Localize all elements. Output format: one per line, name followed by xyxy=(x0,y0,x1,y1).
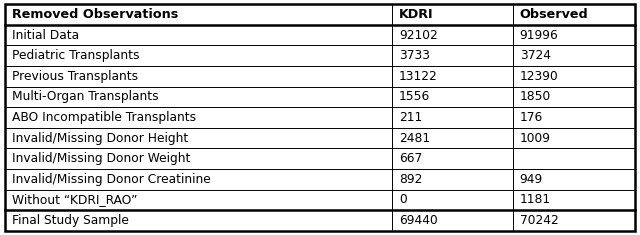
Text: 1181: 1181 xyxy=(520,193,551,206)
Text: 0: 0 xyxy=(399,193,406,206)
Text: 1009: 1009 xyxy=(520,132,551,145)
Text: 1850: 1850 xyxy=(520,90,551,103)
Text: 92102: 92102 xyxy=(399,29,438,42)
Text: Without “KDRI_RAO”: Without “KDRI_RAO” xyxy=(12,193,137,206)
Text: 2481: 2481 xyxy=(399,132,430,145)
Text: 69440: 69440 xyxy=(399,214,438,227)
Text: Invalid/Missing Donor Creatinine: Invalid/Missing Donor Creatinine xyxy=(12,173,211,186)
Text: 176: 176 xyxy=(520,111,543,124)
Text: 892: 892 xyxy=(399,173,422,186)
Text: 667: 667 xyxy=(399,152,422,165)
Text: KDRI: KDRI xyxy=(399,8,433,21)
Text: 91996: 91996 xyxy=(520,29,559,42)
Text: 949: 949 xyxy=(520,173,543,186)
Text: 70242: 70242 xyxy=(520,214,559,227)
Text: Invalid/Missing Donor Height: Invalid/Missing Donor Height xyxy=(12,132,188,145)
Text: 3733: 3733 xyxy=(399,49,430,62)
Text: Pediatric Transplants: Pediatric Transplants xyxy=(12,49,139,62)
Text: Previous Transplants: Previous Transplants xyxy=(12,70,138,83)
Text: Observed: Observed xyxy=(520,8,589,21)
Text: Final Study Sample: Final Study Sample xyxy=(12,214,129,227)
Text: 211: 211 xyxy=(399,111,422,124)
Text: 1556: 1556 xyxy=(399,90,430,103)
Text: Removed Observations: Removed Observations xyxy=(12,8,178,21)
Text: Initial Data: Initial Data xyxy=(12,29,79,42)
Text: 13122: 13122 xyxy=(399,70,438,83)
Text: Invalid/Missing Donor Weight: Invalid/Missing Donor Weight xyxy=(12,152,190,165)
Text: ABO Incompatible Transplants: ABO Incompatible Transplants xyxy=(12,111,196,124)
Text: Multi-Organ Transplants: Multi-Organ Transplants xyxy=(12,90,158,103)
Text: 3724: 3724 xyxy=(520,49,551,62)
Text: 12390: 12390 xyxy=(520,70,559,83)
